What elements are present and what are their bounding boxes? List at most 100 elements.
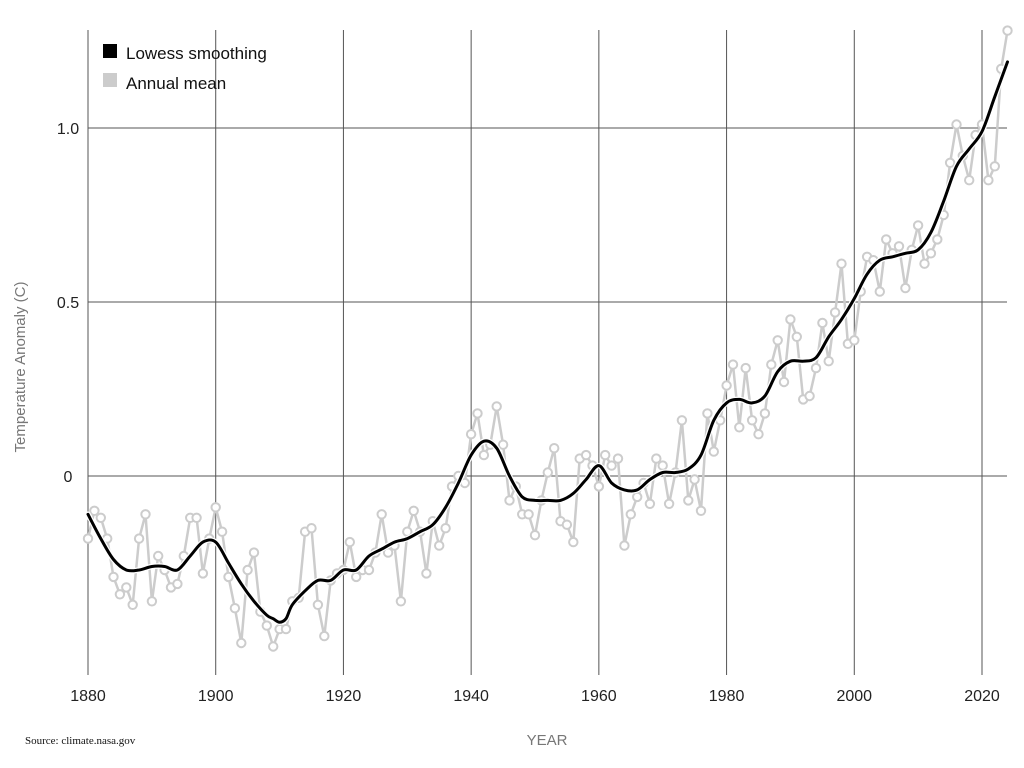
- annual-mean-point: [133, 533, 145, 544]
- annual-mean-point: [1002, 25, 1013, 36]
- annual-mean-point: [561, 519, 573, 530]
- annual-mean-point: [823, 356, 834, 367]
- annual-mean-point: [491, 401, 502, 412]
- annual-mean-point: [683, 495, 694, 506]
- annual-mean-point: [542, 467, 553, 478]
- annual-mean-point: [708, 446, 719, 457]
- x-tick-label: 2020: [964, 688, 1000, 705]
- annual-mean-point: [919, 258, 930, 269]
- annual-mean-point: [721, 380, 732, 391]
- annual-mean-point: [983, 175, 994, 186]
- annual-mean-point: [702, 408, 713, 419]
- annual-mean-point: [127, 599, 138, 610]
- annual-mean-point: [727, 359, 739, 370]
- annual-mean-point: [593, 481, 605, 492]
- annual-mean-point: [114, 589, 126, 600]
- annual-mean-point: [746, 415, 758, 426]
- annual-mean-point: [778, 376, 790, 388]
- annual-mean-point: [216, 526, 228, 537]
- annual-mean-point: [912, 220, 924, 231]
- annual-mean-point: [759, 408, 771, 419]
- annual-mean-point: [268, 641, 279, 652]
- x-axis-ticks: 1880 1900 1920 1940 1960 1980 2000 2020: [70, 688, 1000, 705]
- annual-mean-point: [612, 453, 624, 464]
- y-tick-label: 1.0: [57, 121, 79, 138]
- legend: Lowess smoothing Annual mean: [103, 44, 267, 93]
- annual-mean-point: [663, 498, 675, 509]
- annual-mean-point: [893, 241, 905, 252]
- annual-mean-point: [236, 637, 247, 649]
- annual-mean-point: [632, 491, 643, 503]
- lowess-smoothing-halo: [85, 59, 1011, 625]
- annual-mean-point: [734, 422, 745, 433]
- x-axis-title: YEAR: [527, 732, 568, 749]
- annual-mean-point: [140, 509, 151, 520]
- annual-mean-point: [625, 509, 636, 520]
- annual-mean-point: [408, 505, 419, 516]
- annual-mean-point: [146, 596, 158, 607]
- annual-mean-point: [472, 408, 483, 419]
- lowess-smoothing-line: [86, 60, 1009, 624]
- annual-mean-point: [944, 157, 956, 169]
- annual-mean-point: [210, 502, 221, 513]
- annual-mean-point: [829, 307, 841, 318]
- x-tick-label: 1940: [453, 688, 489, 705]
- annual-mean-point: [689, 474, 700, 485]
- annual-mean-point: [242, 564, 253, 576]
- annual-mean-point: [849, 335, 860, 346]
- annual-mean-point: [434, 540, 445, 551]
- y-axis-ticks: 1.0 0.5 0: [57, 121, 79, 486]
- annual-mean-point: [280, 623, 292, 635]
- annual-mean-point: [421, 568, 432, 579]
- y-axis-title: Temperature Anomaly (C): [12, 282, 29, 453]
- annual-mean-point: [932, 234, 943, 245]
- x-tick-label: 1880: [70, 688, 106, 705]
- annual-mean-point: [804, 390, 815, 402]
- y-tick-label: 0.5: [57, 295, 79, 312]
- annual-mean-point: [172, 578, 183, 590]
- annual-mean-point: [121, 582, 132, 593]
- annual-mean-point: [644, 498, 656, 509]
- annual-mean-point: [817, 317, 828, 329]
- annual-mean-point: [766, 359, 777, 370]
- annual-mean-point: [606, 460, 617, 471]
- annual-mean-point: [925, 248, 937, 259]
- annual-mean-point: [312, 599, 324, 610]
- source-note: Source: climate.nasa.gov: [25, 735, 136, 747]
- annual-mean-point: [108, 571, 119, 583]
- annual-mean-point: [785, 314, 796, 325]
- annual-mean-point: [351, 571, 362, 583]
- legend-label-annual: Annual mean: [126, 74, 226, 93]
- x-tick-label: 1920: [326, 688, 362, 705]
- annual-mean-point: [951, 119, 962, 130]
- annual-mean-point: [900, 282, 911, 294]
- annual-mean-point: [989, 161, 1000, 172]
- annual-mean-point: [153, 550, 164, 562]
- annual-mean-point: [497, 439, 509, 450]
- x-tick-label: 2000: [836, 688, 872, 705]
- annual-mean-point: [740, 362, 751, 374]
- annual-mean-point: [306, 523, 317, 534]
- annual-mean-point: [529, 530, 541, 541]
- annual-mean-point: [568, 536, 579, 548]
- annual-mean-point: [619, 540, 630, 551]
- annual-mean-point: [651, 453, 662, 464]
- annual-mean-point: [440, 523, 451, 534]
- annual-mean-point: [261, 620, 272, 631]
- legend-swatch-lowess: [103, 44, 117, 58]
- annual-mean-point: [504, 495, 515, 506]
- annual-mean-point: [753, 429, 764, 440]
- x-tick-label: 1980: [709, 688, 745, 705]
- x-tick-label: 1960: [581, 688, 617, 705]
- annual-mean-point: [191, 512, 202, 523]
- annual-mean-point: [89, 505, 100, 516]
- annual-mean-point: [881, 234, 892, 245]
- annual-mean-point: [580, 449, 592, 461]
- annual-mean-point: [95, 512, 107, 523]
- annual-mean-point: [344, 536, 355, 548]
- annual-mean-point: [772, 335, 783, 346]
- annual-mean-point: [791, 331, 802, 342]
- annual-mean-point: [478, 449, 490, 461]
- y-tick-label: 0: [64, 469, 73, 486]
